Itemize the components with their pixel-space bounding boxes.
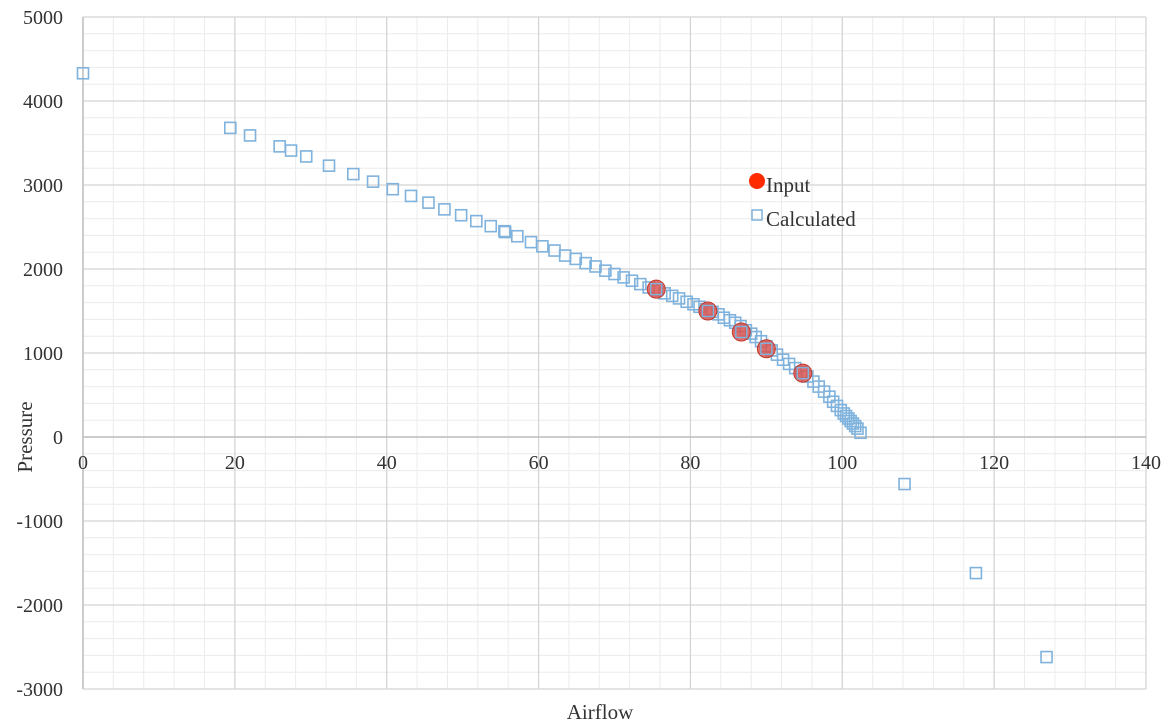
y-tick-label: 2000	[23, 259, 63, 281]
calculated-point	[1040, 650, 1053, 664]
calculated-point	[299, 150, 313, 163]
legend-label-input: Input	[766, 173, 810, 197]
y-tick-label: 0	[53, 427, 63, 449]
calculated-point	[548, 244, 561, 257]
calculated-point	[524, 235, 538, 249]
x-tick-label: 80	[680, 452, 700, 474]
calculated-point	[665, 289, 679, 303]
calculated-point	[599, 264, 612, 277]
x-axis-title: Airflow	[567, 700, 634, 724]
calculated-point	[625, 274, 639, 288]
input-point-overlay	[701, 304, 715, 318]
calculated-point	[826, 395, 840, 409]
series-input	[646, 279, 813, 383]
y-tick-label: 3000	[23, 175, 63, 197]
calculated-point	[454, 208, 468, 222]
calculated-point	[386, 182, 400, 196]
input-point	[698, 301, 718, 321]
calculated-point	[851, 422, 864, 435]
x-tick-label: 40	[377, 452, 397, 474]
legend-label-calculated: Calculated	[766, 207, 856, 231]
y-tick-label: 4000	[23, 91, 63, 113]
x-tick-label: 0	[78, 452, 88, 474]
y-tick-label: 1000	[23, 343, 63, 365]
y-tick-label: -1000	[16, 511, 63, 533]
input-point	[646, 279, 666, 299]
calculated-point	[589, 260, 602, 273]
calculated-point	[898, 477, 911, 491]
y-tick-label: -3000	[16, 679, 63, 701]
x-tick-label: 120	[979, 452, 1009, 474]
calculated-point	[366, 175, 380, 188]
input-point-overlay	[796, 366, 810, 380]
x-tick-labels: 0 20 40 60 80 100 120 140	[78, 452, 1161, 474]
legend-marker-input	[749, 173, 765, 189]
calculated-point	[284, 144, 298, 157]
calculated-point	[830, 399, 844, 413]
x-tick-label: 60	[529, 452, 549, 474]
calculated-point	[470, 214, 483, 228]
calculated-point	[854, 426, 867, 440]
calculated-point	[224, 121, 237, 135]
calculated-point	[422, 196, 435, 209]
calculated-point	[404, 189, 418, 203]
calculated-point	[579, 256, 592, 270]
calculated-point	[438, 203, 451, 216]
calculated-point	[634, 277, 647, 291]
y-tick-labels: 5000 4000 3000 2000 1000 0 -1000 -2000 -3000	[16, 7, 63, 701]
calculated-point	[347, 167, 360, 181]
legend: Input Calculated	[749, 173, 856, 231]
input-point-overlay	[760, 342, 773, 355]
calculated-point	[969, 566, 983, 580]
calculated-point	[680, 295, 693, 309]
calculated-point	[672, 292, 686, 305]
x-tick-label: 100	[827, 452, 857, 474]
calculated-point	[76, 66, 90, 80]
series-calculated	[76, 66, 1053, 664]
calculated-point	[569, 252, 583, 266]
legend-marker-calculated	[751, 209, 763, 221]
y-tick-label: -2000	[16, 595, 63, 617]
x-tick-label: 20	[225, 452, 245, 474]
calculated-point	[617, 271, 630, 284]
calculated-point	[536, 240, 549, 253]
calculated-point	[273, 140, 286, 153]
input-point	[756, 339, 776, 359]
calculated-point	[322, 159, 336, 172]
calculated-point	[511, 229, 524, 243]
input-point-overlay	[735, 325, 748, 339]
axes	[82, 17, 1146, 689]
calculated-point	[243, 129, 257, 142]
calculated-point	[608, 267, 621, 281]
calculated-point	[498, 225, 512, 239]
x-tick-label: 140	[1131, 452, 1161, 474]
input-point	[731, 322, 751, 342]
calculated-point	[484, 219, 498, 233]
input-point	[793, 363, 813, 383]
y-axis-title: Pressure	[13, 401, 37, 472]
input-point-overlay	[650, 282, 663, 296]
y-tick-label: 5000	[23, 7, 63, 29]
